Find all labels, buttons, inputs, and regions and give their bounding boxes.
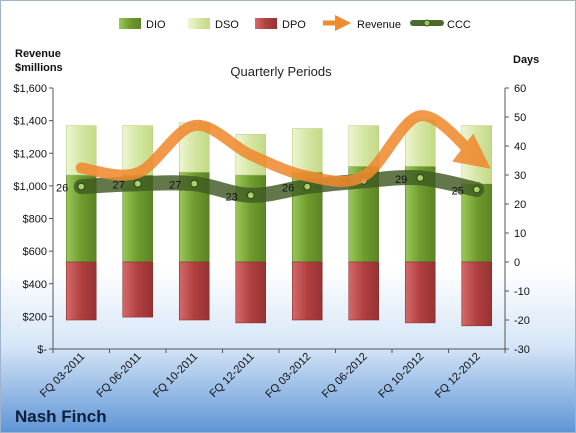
bar-dpo: [235, 261, 267, 324]
x-axis-category-label: FQ 10-2012: [376, 351, 426, 401]
ccc-data-label: 23: [226, 191, 238, 203]
bar-dpo: [291, 261, 323, 321]
x-axis-category-label: FQ 12-2011: [207, 351, 256, 400]
legend-label-dpo: DPO: [282, 19, 306, 31]
left-axis-tick-label: $1,600: [13, 83, 47, 95]
x-axis-labels: FQ 03-2011 FQ 06-2011 FQ 10-2011 FQ 12-2011…: [38, 351, 483, 401]
left-axis-tick-label: $1,400: [13, 116, 47, 128]
right-axis-tick-label: 20: [514, 199, 526, 211]
left-axis-title-line2: $millions: [15, 62, 63, 74]
bar-dpo: [348, 261, 380, 321]
left-axis-tick-label: $200: [23, 311, 47, 323]
revenue-line: [75, 110, 491, 187]
right-axis-tick-label: 60: [514, 83, 526, 95]
bar-dpo: [404, 261, 436, 324]
right-axis-tick-label: 50: [514, 112, 526, 124]
right-axis-tick-label: -10: [514, 286, 530, 298]
legend-label-revenue: Revenue: [357, 19, 401, 31]
bars: [65, 119, 493, 327]
ccc-line: [73, 170, 485, 203]
right-axis-tick-label: -30: [514, 344, 530, 356]
left-axis-tick-label: $-: [37, 344, 47, 356]
left-axis-title-line1: Revenue: [15, 48, 61, 60]
bar-dpo: [461, 261, 493, 327]
ccc-data-label: 27: [169, 180, 181, 192]
ccc-data-label: 25: [452, 186, 464, 198]
legend-swatch-dpo: [255, 18, 277, 29]
ccc-data-label: 26: [56, 183, 68, 195]
bar-dpo: [178, 261, 210, 321]
right-axis-tick-label: 40: [514, 141, 526, 153]
ccc-point: [246, 191, 255, 200]
x-axis-category-label: FQ 06-2011: [94, 351, 143, 400]
bar-dpo: [122, 261, 154, 318]
right-axis-tick-label: 0: [514, 257, 520, 269]
left-axis-tick-label: $400: [23, 279, 47, 291]
ccc-point: [303, 182, 312, 191]
ccc-data-label: 29: [395, 174, 407, 186]
right-axis-tick-label: 10: [514, 228, 526, 240]
ccc-point: [416, 174, 425, 182]
bar-dpo: [65, 261, 97, 321]
x-axis-category-label: FQ 12-2012: [433, 351, 483, 401]
x-axis-category-label: FQ 03-2011: [38, 351, 87, 400]
right-axis-title: Days: [513, 54, 539, 66]
left-axis-tick-label: $1,000: [13, 181, 47, 193]
right-axis-tick-label: -20: [514, 315, 530, 327]
axes: $- $200 $400 $600 $800 $1,000 $1,200 $1,400 $1,6…: [13, 83, 530, 356]
ccc-point: [77, 182, 86, 191]
legend-swatch-dso: [188, 18, 210, 29]
bar-dso: [291, 128, 323, 173]
legend-swatch-dio: [119, 18, 141, 29]
ccc-data-label: 27: [113, 180, 125, 192]
ccc-data-label: 26: [282, 183, 294, 195]
x-axis-category-label: FQ 06-2012: [320, 351, 370, 401]
left-axis-tick-label: $600: [23, 246, 47, 258]
ccc-point: [133, 179, 142, 188]
ccc-point: [472, 185, 481, 194]
right-axis-tick-label: 30: [514, 170, 526, 182]
x-axis-category-label: FQ 10-2011: [151, 351, 200, 400]
ccc-point: [190, 179, 199, 188]
chart-title: Quarterly Periods: [230, 64, 332, 79]
legend-label-ccc: CCC: [447, 19, 471, 31]
legend: DIO DSO DPO Revenue CCC: [119, 14, 471, 32]
legend-label-dio: DIO: [146, 19, 166, 31]
legend-marker-ccc: [423, 19, 431, 27]
left-axis-tick-label: $800: [23, 214, 47, 226]
x-axis-category-label: FQ 03-2012: [263, 351, 313, 401]
company-name: Nash Finch: [15, 407, 107, 426]
legend-label-dso: DSO: [215, 19, 239, 31]
left-axis-tick-label: $1,200: [13, 148, 47, 160]
